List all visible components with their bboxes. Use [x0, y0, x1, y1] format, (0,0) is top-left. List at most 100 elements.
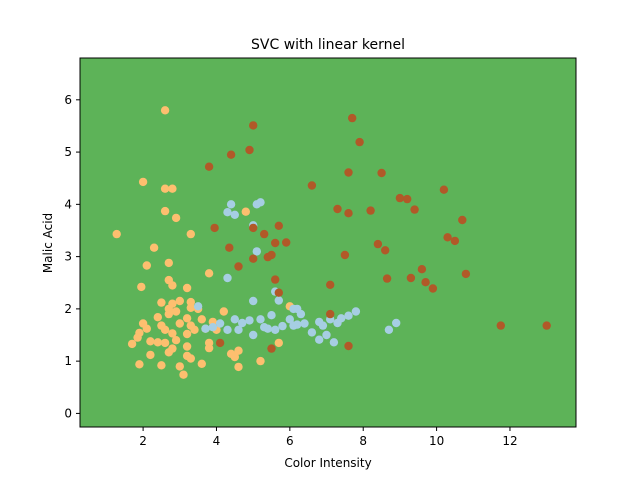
data-point [238, 318, 247, 328]
data-point [230, 315, 239, 324]
data-point [293, 320, 302, 329]
data-point [153, 338, 162, 347]
data-point [395, 193, 405, 203]
data-point [300, 319, 309, 328]
data-point [234, 262, 243, 271]
y-tick-label: 4 [64, 197, 72, 211]
data-point [249, 254, 258, 263]
data-point [171, 336, 181, 345]
data-point [263, 324, 272, 333]
chart-title: SVC with linear kernel [251, 37, 405, 53]
data-point [142, 324, 151, 333]
data-point [234, 325, 243, 334]
data-point [282, 238, 291, 247]
data-point [333, 318, 342, 328]
data-point [267, 311, 276, 320]
data-point [226, 150, 236, 159]
data-point [542, 321, 551, 330]
data-point [204, 269, 214, 278]
data-point [271, 275, 280, 284]
data-point [160, 206, 170, 216]
data-point [344, 341, 353, 351]
data-point [168, 329, 177, 338]
data-point [392, 318, 401, 328]
data-point [204, 162, 214, 171]
data-point [245, 316, 254, 325]
x-tick-label: 8 [359, 434, 367, 448]
y-axis-ticks: 0 1 2 3 4 5 6 [64, 93, 80, 420]
data-point [421, 278, 430, 287]
data-point [410, 205, 419, 214]
data-point [182, 314, 192, 323]
data-point [406, 273, 416, 283]
data-point [271, 238, 280, 248]
data-point [127, 339, 137, 349]
data-point [208, 323, 217, 332]
data-point [329, 338, 339, 347]
data-point [263, 252, 272, 262]
data-point [171, 213, 181, 223]
data-point [322, 330, 331, 340]
data-point [179, 370, 188, 379]
data-point [157, 298, 166, 307]
data-point [138, 177, 148, 187]
data-point [355, 137, 364, 147]
data-point [157, 361, 166, 370]
x-tick-label: 2 [139, 434, 147, 448]
data-point [333, 204, 342, 214]
data-point [160, 106, 170, 115]
data-point [326, 309, 335, 319]
data-point [171, 307, 181, 316]
data-point [307, 328, 317, 337]
data-point [384, 325, 394, 334]
data-point [225, 243, 234, 252]
data-point [267, 344, 276, 353]
data-point [223, 208, 232, 217]
data-point [182, 329, 192, 339]
data-point [133, 333, 142, 342]
y-tick-label: 2 [64, 302, 72, 316]
points-layer [112, 106, 551, 379]
data-point [153, 313, 162, 322]
data-point [182, 342, 192, 351]
data-point [226, 200, 236, 209]
decision-region [80, 58, 576, 427]
data-point [137, 282, 146, 292]
data-point [458, 215, 467, 225]
data-point [461, 269, 471, 279]
data-point [249, 121, 258, 130]
data-point [274, 288, 283, 297]
data-point [252, 247, 261, 256]
data-point [249, 223, 258, 233]
data-point [215, 338, 225, 348]
data-point [186, 229, 195, 239]
data-point [381, 246, 390, 255]
data-point [274, 338, 283, 348]
data-point [296, 309, 306, 319]
data-point [230, 210, 239, 219]
data-point [186, 303, 195, 312]
data-point [318, 321, 328, 330]
x-tick-label: 10 [429, 434, 444, 448]
data-point [245, 145, 254, 155]
y-tick-label: 6 [64, 93, 72, 107]
data-point [186, 354, 195, 363]
data-point [344, 168, 353, 177]
data-point [197, 359, 206, 368]
data-point [249, 296, 258, 306]
x-axis-ticks: 2 4 6 8 10 12 [139, 427, 518, 448]
data-point [142, 261, 151, 270]
data-point [160, 325, 170, 334]
data-point [204, 343, 214, 353]
data-point [201, 324, 210, 333]
data-point [175, 296, 184, 306]
data-point [428, 284, 438, 293]
data-point [146, 350, 155, 360]
x-tick-label: 4 [213, 434, 221, 448]
data-point [326, 280, 335, 289]
data-point [496, 321, 505, 330]
data-point [382, 274, 392, 283]
data-point [234, 362, 243, 372]
